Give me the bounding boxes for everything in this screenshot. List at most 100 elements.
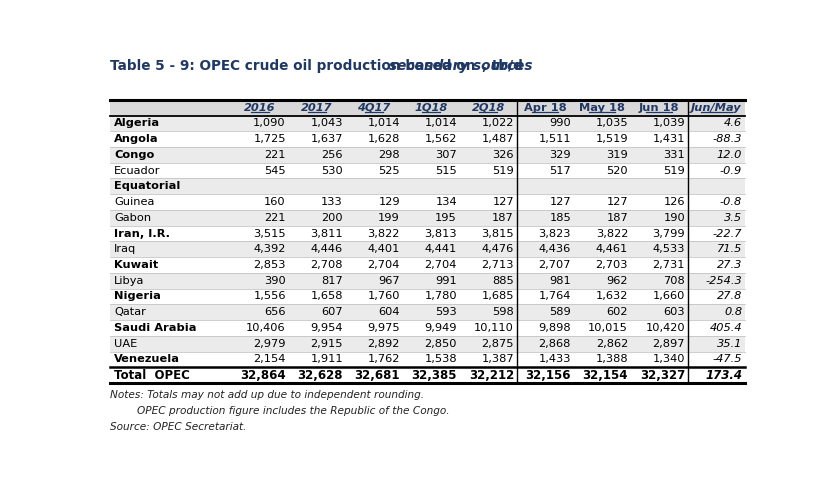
Text: 187: 187 [607, 213, 628, 223]
Text: 329: 329 [549, 150, 571, 160]
Text: 2,915: 2,915 [311, 338, 343, 349]
Text: 2,154: 2,154 [253, 354, 286, 364]
Text: 2,703: 2,703 [596, 260, 628, 270]
Text: 1,014: 1,014 [367, 118, 400, 128]
Text: 9,954: 9,954 [311, 323, 343, 333]
Text: -254.3: -254.3 [706, 276, 742, 286]
Text: 1,035: 1,035 [596, 118, 628, 128]
Bar [111, 242, 745, 257]
Text: 1,519: 1,519 [596, 134, 628, 144]
Text: 1,762: 1,762 [367, 354, 400, 364]
Text: 2,713: 2,713 [481, 260, 514, 270]
Text: 9,898: 9,898 [538, 323, 571, 333]
Text: 602: 602 [607, 307, 628, 317]
Text: 32,864: 32,864 [240, 369, 286, 382]
Text: 1,039: 1,039 [652, 118, 685, 128]
Text: 200: 200 [322, 213, 343, 223]
Text: 1Q18: 1Q18 [415, 103, 448, 113]
Text: 1,538: 1,538 [425, 354, 457, 364]
Bar [111, 163, 745, 178]
Text: 1,556: 1,556 [253, 291, 286, 302]
Bar [111, 178, 745, 194]
Bar [111, 100, 745, 116]
Text: 2016: 2016 [244, 103, 276, 113]
Text: 1,764: 1,764 [538, 291, 571, 302]
Text: 27.3: 27.3 [716, 260, 742, 270]
Text: 2,979: 2,979 [253, 338, 286, 349]
Text: 598: 598 [492, 307, 514, 317]
Text: Source: OPEC Secretariat.: Source: OPEC Secretariat. [111, 422, 247, 432]
Text: 2,897: 2,897 [652, 338, 685, 349]
Text: 1,511: 1,511 [538, 134, 571, 144]
Text: 990: 990 [549, 118, 571, 128]
Text: 32,327: 32,327 [640, 369, 685, 382]
Text: 603: 603 [663, 307, 685, 317]
Text: 133: 133 [321, 197, 343, 207]
Text: 195: 195 [435, 213, 457, 223]
Text: 4,401: 4,401 [367, 245, 400, 254]
Text: 1,628: 1,628 [367, 134, 400, 144]
Text: 390: 390 [264, 276, 286, 286]
Bar [111, 289, 745, 304]
Text: , tb/d: , tb/d [482, 59, 523, 73]
Text: 2,892: 2,892 [367, 338, 400, 349]
Text: 173.4: 173.4 [706, 369, 742, 382]
Text: 32,628: 32,628 [297, 369, 343, 382]
Bar [111, 336, 745, 351]
Text: 3,813: 3,813 [425, 229, 457, 239]
Bar [111, 116, 745, 131]
Text: 127: 127 [607, 197, 628, 207]
Text: 12.0: 12.0 [716, 150, 742, 160]
Text: Jun 18: Jun 18 [639, 103, 680, 113]
Text: 3,515: 3,515 [253, 229, 286, 239]
Text: 1,562: 1,562 [425, 134, 457, 144]
Text: 656: 656 [264, 307, 286, 317]
Bar [111, 194, 745, 210]
Text: Ecuador: Ecuador [114, 166, 160, 175]
Bar [111, 320, 745, 336]
Text: Iran, I.R.: Iran, I.R. [114, 229, 170, 239]
Text: 331: 331 [663, 150, 685, 160]
Text: 32,156: 32,156 [525, 369, 571, 382]
Text: 1,022: 1,022 [482, 118, 514, 128]
Text: 2,875: 2,875 [481, 338, 514, 349]
Text: 2,731: 2,731 [652, 260, 685, 270]
Text: 4,441: 4,441 [425, 245, 457, 254]
Text: 519: 519 [492, 166, 514, 175]
Text: 3,799: 3,799 [652, 229, 685, 239]
Text: 129: 129 [378, 197, 400, 207]
Text: May 18: May 18 [579, 103, 625, 113]
Bar [111, 131, 745, 147]
Text: 32,154: 32,154 [583, 369, 628, 382]
Text: secondary sources: secondary sources [389, 59, 533, 73]
Text: 1,780: 1,780 [425, 291, 457, 302]
Text: 2,862: 2,862 [596, 338, 628, 349]
Text: Equatorial: Equatorial [114, 181, 180, 191]
Text: 71.5: 71.5 [716, 245, 742, 254]
Text: 519: 519 [663, 166, 685, 175]
Text: -47.5: -47.5 [713, 354, 742, 364]
Text: 134: 134 [435, 197, 457, 207]
Text: 32,385: 32,385 [411, 369, 457, 382]
Text: Venezuela: Venezuela [114, 354, 180, 364]
Text: 1,632: 1,632 [596, 291, 628, 302]
Text: 3.5: 3.5 [724, 213, 742, 223]
Text: 221: 221 [264, 213, 286, 223]
Text: 1,660: 1,660 [652, 291, 685, 302]
Text: Algeria: Algeria [114, 118, 160, 128]
Text: UAE: UAE [114, 338, 137, 349]
Text: -0.8: -0.8 [720, 197, 742, 207]
Text: 2,853: 2,853 [253, 260, 286, 270]
Text: 326: 326 [493, 150, 514, 160]
Text: Apr 18: Apr 18 [524, 103, 567, 113]
Text: 2,708: 2,708 [311, 260, 343, 270]
Text: 817: 817 [321, 276, 343, 286]
Text: 3,823: 3,823 [538, 229, 571, 239]
Text: Qatar: Qatar [114, 307, 146, 317]
Text: 32,212: 32,212 [469, 369, 514, 382]
Text: 2Q18: 2Q18 [471, 103, 504, 113]
Text: 589: 589 [549, 307, 571, 317]
Text: Guinea: Guinea [114, 197, 155, 207]
Text: 962: 962 [607, 276, 628, 286]
Text: 3,822: 3,822 [367, 229, 400, 239]
